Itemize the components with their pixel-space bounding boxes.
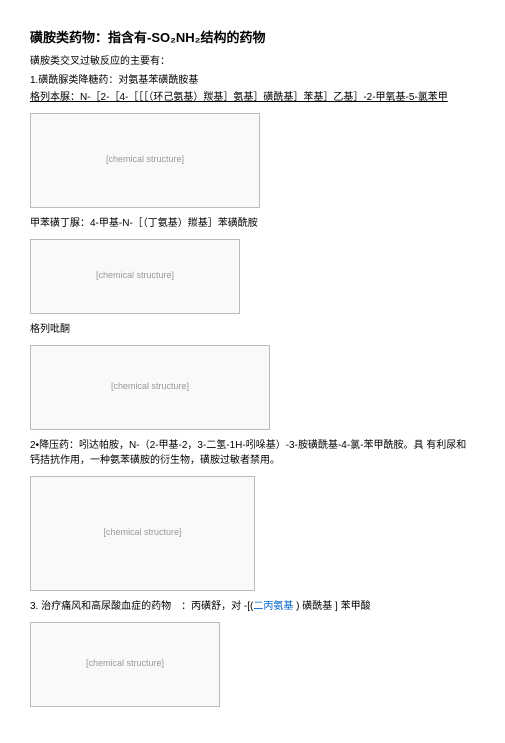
section1-heading: 1.磺酰脲类降糖药：对氨基苯磺酰胺基 [30, 73, 475, 88]
structure-image-4: [chemical structure] [30, 476, 255, 591]
section3-heading: 3. 治疗痛风和高尿酸血症的药物 ：丙磺舒，对 -[(二丙氨基 ) 磺酰基 ] … [30, 599, 475, 614]
structure-image-1: [chemical structure] [30, 113, 260, 208]
page-title: 磺胺类药物：指含有-SO₂NH₂结构的药物 [30, 28, 475, 48]
caption-gliquidone: 格列吡酮 [30, 322, 475, 337]
caption-tolbutamide: 甲苯磺丁脲：4-甲基-N-［（丁氨基）羰基］苯磺酰胺 [30, 216, 475, 231]
subtitle: 磺胺类交叉过敏反应的主要有： [30, 54, 475, 69]
structure-image-5: [chemical structure] [30, 622, 220, 707]
section3-prefix: 3. 治疗痛风和高尿酸血症的药物 ：丙磺舒，对 -[( [30, 601, 253, 612]
structure-image-2: [chemical structure] [30, 239, 240, 314]
section3-blue: 二丙氨基 [253, 601, 293, 612]
drug-glibenclamide-text: 格列本脲：N-［2-［4-［［［（环己氨基）羰基］氨基］磺酰基］苯基］乙基］-2… [30, 90, 448, 105]
section2-heading: 2•降压药：吲达帕胺，N-（2-甲基-2，3-二氢-1H-吲哚基）-3-胺磺酰基… [30, 438, 475, 468]
drug-glibenclamide-line: 格列本脲：N-［2-［4-［［［（环己氨基）羰基］氨基］磺酰基］苯基］乙基］-2… [30, 90, 475, 105]
section3-suffix: ) 磺酰基 ] 苯甲酸 [293, 601, 370, 612]
structure-image-3: [chemical structure] [30, 345, 270, 430]
